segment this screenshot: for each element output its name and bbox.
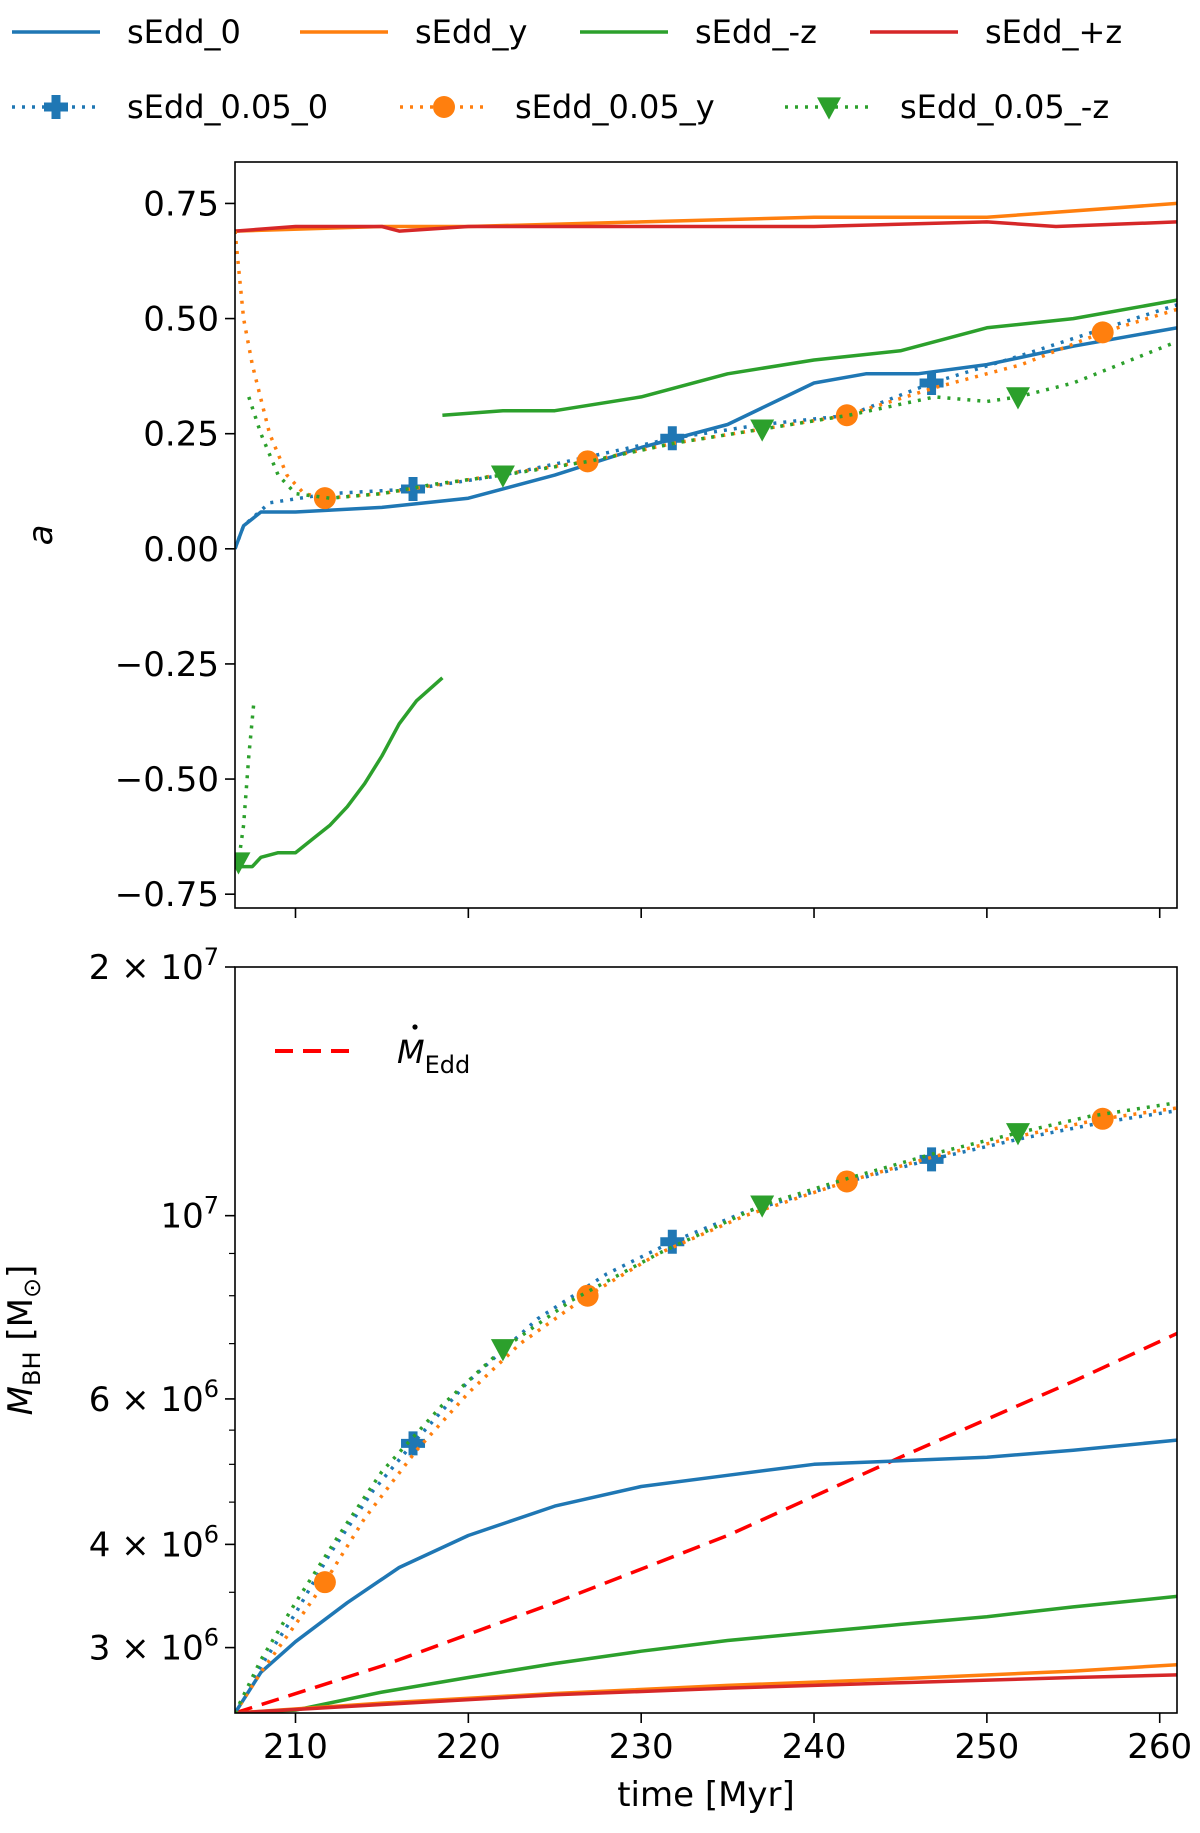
legend-marker-sedd-0-05-y [433,96,455,118]
marker-sedd-0-05-y-0 [313,487,336,510]
marker-sedd-0-05-0-0 [401,1431,426,1456]
marker-sedd-0-05-z-2 [750,419,775,442]
mass-panel: 210 220 230 240 250 260 3 × 106 4 × 106 6 × 106 1… [1,943,1192,1815]
y-tick-label-3: 0.00 [143,530,219,570]
legend-marker-sedd-0-05-0 [44,95,68,119]
series-sedd-0-05-y [235,230,1177,510]
marker-sedd-0-05-z-0 [490,1339,515,1362]
series-sedd-0-05-0 [235,1108,1177,1713]
figure-legend: sEdd_0 sEdd_y sEdd_-z sEdd_+z sEdd_0.05_0 sEd… [12,13,1122,126]
x-tick-label-230: 230 [609,1727,674,1767]
series-sedd-z [235,1594,1177,1713]
series-sedd-0 [235,326,1177,550]
marker-sedd-0-05-z-1 [750,1195,775,1218]
spin-panel: −0.75 −0.50 −0.25 0.00 0.25 0.50 0.75 a [21,161,1178,918]
series-sedd-0-05-z [235,339,1177,875]
panel-legend-dot [412,1024,418,1030]
y-tick-label-6: 0.75 [143,184,219,224]
marker-sedd-0-05-y-1 [576,450,599,473]
y-tick-label-5: 0.50 [143,300,219,340]
marker-sedd-0-05-z-0 [235,852,251,875]
x-tick-label-220: 220 [436,1727,501,1767]
legend-label-sedd-0-05-z: sEdd_0.05_-z [900,88,1109,126]
series-group [235,201,1177,875]
series-line-sedd-0-05-y-0 [235,230,1177,500]
marker-sedd-0-05-y-0 [313,1571,336,1594]
series-line-sedd-0-05-z-0 [235,1100,1177,1713]
series-line-sedd-0-05-y-0 [235,1106,1177,1713]
y-tick-label-0: 3 × 106 [89,1624,219,1669]
series-sedd-z [235,1673,1177,1713]
marker-sedd-0-05-z-2 [1005,1123,1030,1146]
legend-label-sedd-0-05-y: sEdd_0.05_y [515,88,715,126]
series-line-sedd-0-0 [235,326,1177,550]
marker-sedd-0-05-y-1 [576,1284,599,1307]
series-line-sedd-z-0 [235,1594,1177,1713]
series-edd [235,1331,1177,1713]
plot-frame [234,966,1178,1714]
legend-label-sedd-z: sEdd_+z [985,13,1122,51]
y-tick-label-1: 4 × 106 [89,1520,219,1565]
x-tick-label-260: 260 [1127,1727,1192,1767]
plot-frame [234,161,1178,909]
series-line-sedd-0-05-z-0 [235,700,256,868]
marker-sedd-0-05-z-1 [490,465,515,488]
x-tick-label-240: 240 [782,1727,847,1767]
marker-sedd-0-05-y-2 [835,1170,858,1193]
panel-legend-label: MEdd [397,1033,470,1079]
x-tick-label-250: 250 [954,1727,1019,1767]
y-tick-label-2: −0.25 [115,645,219,685]
series-line-sedd-z-1 [442,298,1177,418]
marker-sedd-0-05-0-1 [660,1229,685,1254]
series-line-sedd-0-05-0-0 [235,1108,1177,1713]
legend-label-sedd-0: sEdd_0 [127,13,241,51]
y-tick-label-0: −0.75 [115,875,219,915]
marker-sedd-0-05-0-1 [660,426,685,451]
series-sedd-z [235,220,1177,233]
y-axis-label: MBH [M⊙] [1,1265,46,1416]
series-line-sedd-0-05-z-1 [247,339,1177,500]
y-tick-label-4: 0.25 [143,415,219,455]
marker-sedd-0-05-0-2 [919,1147,944,1172]
series-sedd-z [235,298,1177,869]
y-axis-label: a [21,525,61,546]
series-line-sedd-z-0 [235,1673,1177,1713]
series-sedd-0-05-y [235,1106,1177,1713]
y-tick-label-1: −0.50 [115,760,219,800]
marker-sedd-0-05-z-3 [1005,387,1030,410]
series-group [235,1100,1177,1713]
marker-sedd-0-05-y-3 [1091,1107,1114,1130]
series-line-sedd-0-05-0-0 [235,303,1177,550]
x-axis-label: time [Myr] [617,1775,795,1815]
y-tick-label-3: 107 [160,1192,219,1237]
series-line-edd-0 [235,1331,1177,1713]
legend-label-sedd-y: sEdd_y [415,13,527,51]
legend-label-sedd-z: sEdd_-z [695,13,817,51]
y-tick-label-2: 6 × 106 [89,1375,219,1420]
y-tick-label-4: 2 × 107 [89,943,219,988]
legend-label-sedd-0-05-0: sEdd_0.05_0 [127,88,328,126]
series-line-sedd-z-0 [235,676,444,869]
series-line-sedd-z-0 [235,220,1177,233]
marker-sedd-0-05-y-3 [1091,321,1114,344]
marker-sedd-0-05-0-2 [919,371,944,396]
series-sedd-0 [235,1438,1177,1713]
marker-sedd-0-05-0-0 [401,476,426,501]
series-line-sedd-0-0 [235,1438,1177,1713]
x-tick-label-210: 210 [263,1727,328,1767]
series-sedd-0-05-z [235,1100,1177,1713]
series-sedd-0-05-0 [235,303,1177,550]
legend-marker-sedd-0-05-z [817,97,841,120]
marker-sedd-0-05-y-2 [835,404,858,427]
